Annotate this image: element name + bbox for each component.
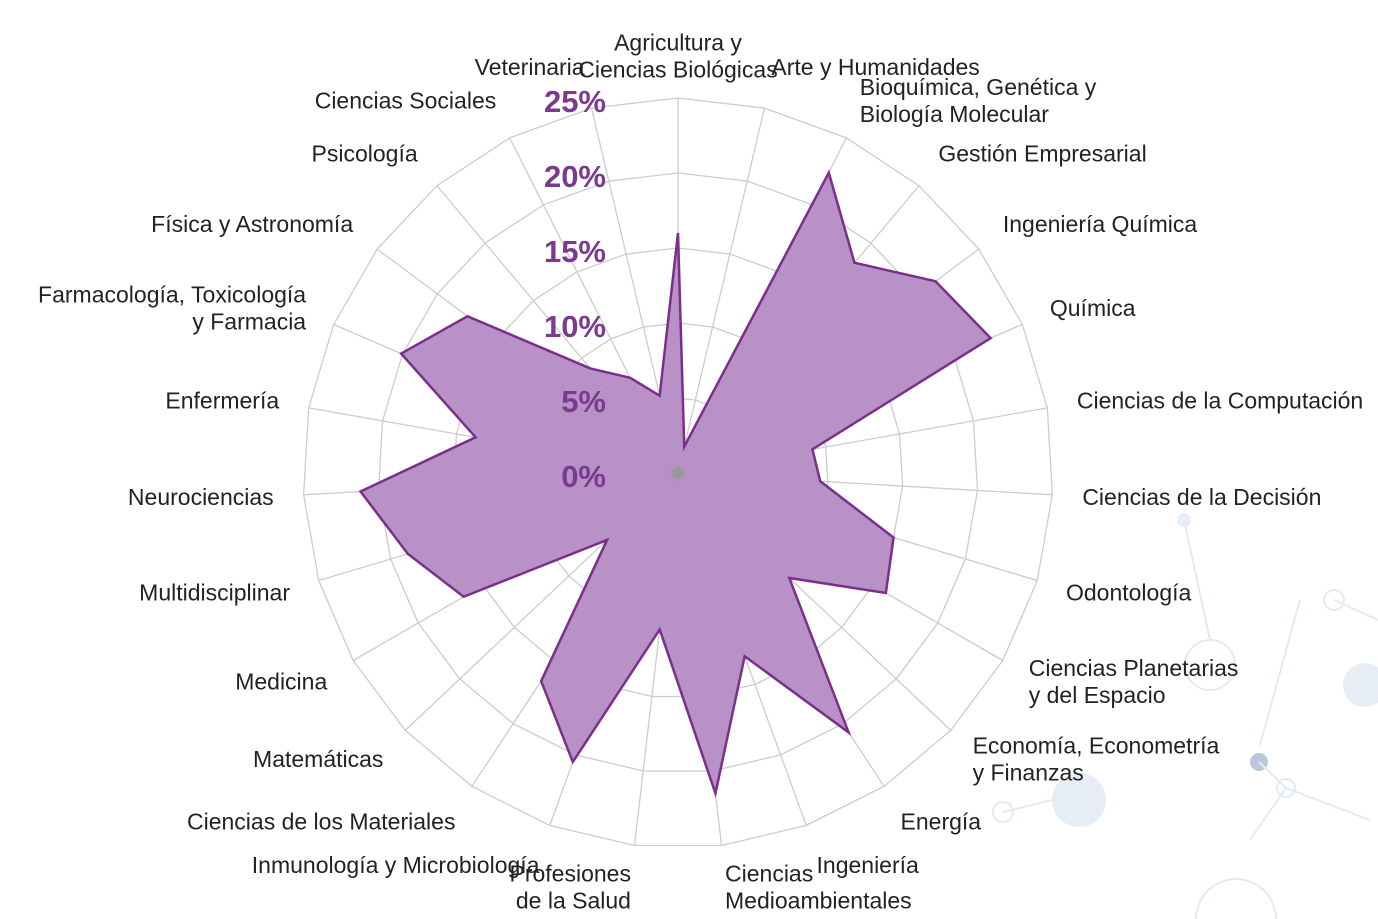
y-tick-label: 20% [544,159,606,194]
page: {"chart_data": {"type": "radar", "catego… [0,0,1378,919]
category-label: Ciencias de la Decisión [1082,484,1321,510]
y-tick-label: 10% [544,309,606,344]
y-tick-label: 0% [561,459,606,494]
category-label: Multidisciplinar [139,580,290,606]
center-dot [672,467,684,479]
category-label: Matemáticas [253,746,383,772]
data-area [361,173,991,794]
y-tick-label: 25% [544,84,606,119]
category-label: Física y Astronomía [151,211,353,237]
category-label: Ciencias Sociales [315,87,497,113]
category-label: Energía [901,808,982,834]
category-label: Gestión Empresarial [938,141,1146,167]
y-tick-label: 15% [544,234,606,269]
y-tick-label: 5% [561,384,606,419]
background-decoration [993,513,1378,919]
category-label: Veterinaria [475,54,585,80]
category-label: Ciencias de los Materiales [187,808,455,834]
category-label: Ingeniería [817,852,920,878]
category-label: Medicina [235,669,327,695]
category-label: Neurociencias [128,484,274,510]
category-label: Enfermería [165,388,279,414]
category-label: Inmunología y Microbiología [252,852,540,878]
chart: 0% 5% 10% 15% 20% 25%Agricultura yCiencias Bi… [0,0,1378,919]
category-label: Química [1050,295,1136,321]
category-label: Ingeniería Química [1003,211,1198,237]
category-label: Psicología [312,141,418,167]
category-label: Odontología [1066,580,1192,606]
category-label: Ciencias de la Computación [1077,388,1363,414]
